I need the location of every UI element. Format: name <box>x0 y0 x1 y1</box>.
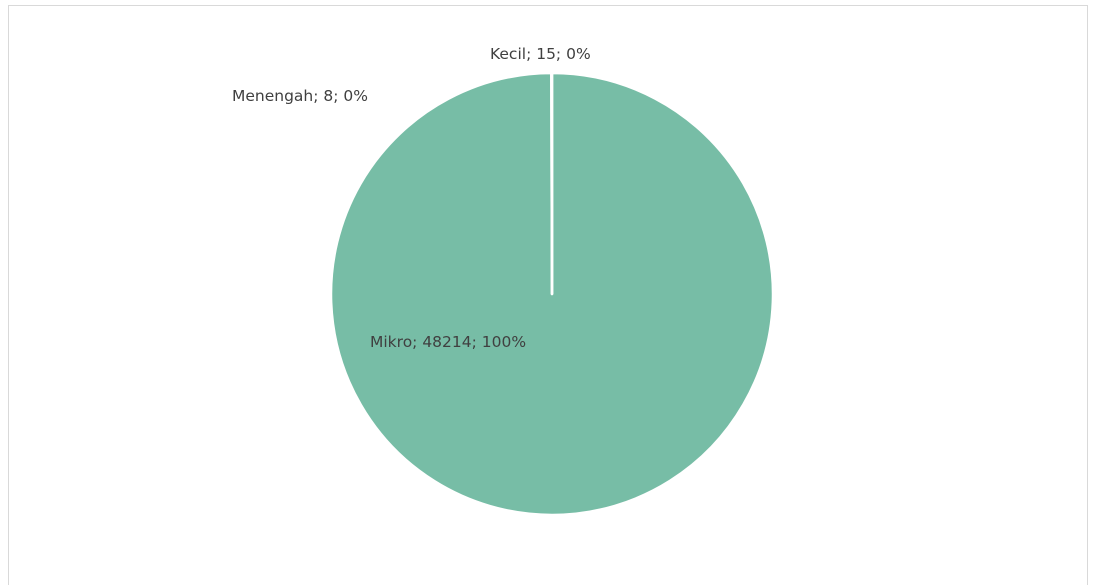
slice-label-mikro: Mikro; 48214; 100% <box>370 333 526 351</box>
slice-label-kecil: Kecil; 15; 0% <box>490 45 591 63</box>
slice-label-menengah: Menengah; 8; 0% <box>232 87 368 105</box>
pie-slices <box>331 73 773 515</box>
